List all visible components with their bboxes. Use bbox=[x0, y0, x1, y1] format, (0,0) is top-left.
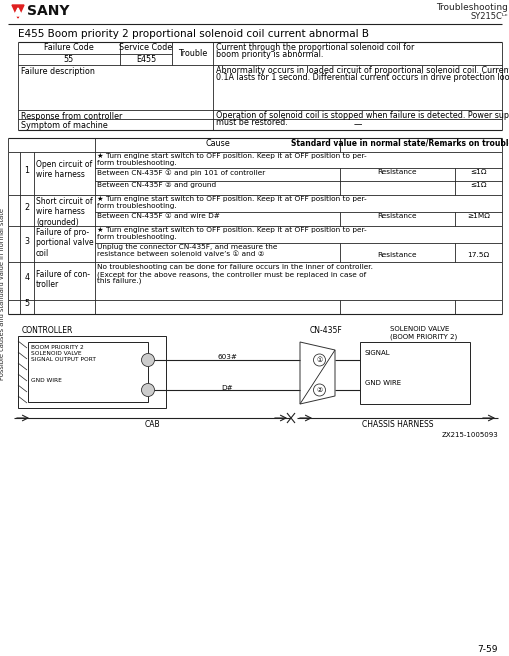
Text: resistance between solenoid valve’s ① and ②: resistance between solenoid valve’s ① an… bbox=[97, 251, 264, 257]
Text: Service Code: Service Code bbox=[119, 43, 172, 52]
Text: Between CN-435F ② and ground: Between CN-435F ② and ground bbox=[97, 182, 216, 188]
Text: ★ Turn engine start switch to OFF position. Keep it at OFF position to per-: ★ Turn engine start switch to OFF positi… bbox=[97, 153, 366, 159]
Text: No troubleshooting can be done for failure occurs in the inner of controller.: No troubleshooting can be done for failu… bbox=[97, 264, 372, 270]
Text: Failure description: Failure description bbox=[21, 67, 95, 76]
Text: ②: ② bbox=[316, 387, 322, 393]
Bar bbox=[359, 342, 469, 404]
Text: Operation of solenoid coil is stopped when failure is detected. Power supply: Operation of solenoid coil is stopped wh… bbox=[216, 111, 509, 120]
Text: 5: 5 bbox=[24, 300, 30, 308]
Text: 7-59: 7-59 bbox=[476, 645, 497, 654]
Text: CHASSIS HARNESS: CHASSIS HARNESS bbox=[361, 420, 433, 429]
Text: 17.5Ω: 17.5Ω bbox=[467, 252, 489, 258]
Text: BOOM PRIORITY 2
SOLENOID VALVE
SIGNAL OUTPUT PORT: BOOM PRIORITY 2 SOLENOID VALVE SIGNAL OU… bbox=[31, 345, 96, 361]
Text: this failure.): this failure.) bbox=[97, 278, 141, 285]
Text: E455 Boom priority 2 proportional solenoid coil current abnormal B: E455 Boom priority 2 proportional soleno… bbox=[18, 29, 369, 39]
Text: (BOOM PRIORITY 2): (BOOM PRIORITY 2) bbox=[389, 333, 457, 340]
Text: CONTROLLER: CONTROLLER bbox=[22, 326, 73, 335]
Text: Troubleshooting: Troubleshooting bbox=[435, 3, 507, 12]
Text: Between CN-435F ① and wire D#: Between CN-435F ① and wire D# bbox=[97, 213, 219, 219]
Text: Cause: Cause bbox=[205, 139, 230, 148]
Text: —: — bbox=[353, 120, 361, 129]
Text: ★ Turn engine start switch to OFF position. Keep it at OFF position to per-: ★ Turn engine start switch to OFF positi… bbox=[97, 196, 366, 202]
Polygon shape bbox=[14, 8, 22, 16]
Text: Between CN-435F ① and pin 101 of controller: Between CN-435F ① and pin 101 of control… bbox=[97, 169, 265, 176]
Text: ZX215-1005093: ZX215-1005093 bbox=[440, 432, 497, 438]
Text: E455: E455 bbox=[135, 55, 156, 64]
Text: Symptom of machine: Symptom of machine bbox=[21, 121, 107, 130]
Text: must be restored.: must be restored. bbox=[216, 118, 287, 127]
Text: 603#: 603# bbox=[217, 354, 237, 360]
Text: Standard value in normal state/Remarks on troubleshooting: Standard value in normal state/Remarks o… bbox=[290, 139, 509, 148]
Text: boom priority is abnormal.: boom priority is abnormal. bbox=[216, 50, 323, 59]
Text: Failure Code: Failure Code bbox=[44, 43, 94, 52]
Text: 3: 3 bbox=[24, 237, 30, 245]
Text: 1: 1 bbox=[24, 166, 30, 175]
Text: Trouble: Trouble bbox=[178, 49, 207, 58]
Text: Abnormality occurs in loaded circuit of proportional solenoid coil. Current abov: Abnormality occurs in loaded circuit of … bbox=[216, 66, 509, 75]
Circle shape bbox=[141, 354, 154, 367]
Text: SIGNAL: SIGNAL bbox=[364, 350, 390, 356]
Text: Open circuit of
wire harness: Open circuit of wire harness bbox=[36, 160, 92, 179]
Text: ≤1Ω: ≤1Ω bbox=[469, 169, 486, 175]
Text: D#: D# bbox=[221, 385, 233, 391]
Text: Current through the proportional solenoid coil for: Current through the proportional solenoi… bbox=[216, 43, 414, 52]
Text: SY215Cᴸᶜ: SY215Cᴸᶜ bbox=[469, 12, 507, 21]
Text: Failure of con-
troller: Failure of con- troller bbox=[36, 270, 90, 289]
Text: ≤1Ω: ≤1Ω bbox=[469, 182, 486, 188]
Text: 0.1A lasts for 1 second. Differential current occurs in drive protection loop.: 0.1A lasts for 1 second. Differential cu… bbox=[216, 73, 509, 82]
Text: ★ Turn engine start switch to OFF position. Keep it at OFF position to per-: ★ Turn engine start switch to OFF positi… bbox=[97, 227, 366, 233]
Text: 55: 55 bbox=[64, 55, 74, 64]
Text: 66: 66 bbox=[145, 388, 151, 392]
Text: SANY: SANY bbox=[27, 4, 69, 18]
Text: SOLENOID VALVE: SOLENOID VALVE bbox=[389, 326, 448, 332]
Bar bbox=[18, 336, 165, 408]
Text: Resistance: Resistance bbox=[377, 169, 416, 175]
Text: form troubleshooting.: form troubleshooting. bbox=[97, 234, 177, 240]
Text: 4: 4 bbox=[24, 274, 30, 283]
Text: Possible causes and standard value in normal state: Possible causes and standard value in no… bbox=[0, 208, 5, 380]
Text: Unplug the connector CN-435F, and measure the: Unplug the connector CN-435F, and measur… bbox=[97, 244, 277, 250]
Text: form troubleshooting.: form troubleshooting. bbox=[97, 160, 177, 166]
Circle shape bbox=[141, 384, 154, 396]
Text: CN-435F: CN-435F bbox=[309, 326, 342, 335]
Text: 2: 2 bbox=[24, 203, 30, 212]
Text: Failure of pro-
portional valve
coil: Failure of pro- portional valve coil bbox=[36, 228, 94, 258]
Text: 101: 101 bbox=[143, 358, 153, 363]
Text: Short circuit of
wire harness
(grounded): Short circuit of wire harness (grounded) bbox=[36, 197, 93, 227]
Text: GND WIRE: GND WIRE bbox=[364, 380, 401, 386]
Text: Resistance: Resistance bbox=[377, 252, 416, 258]
Text: (Except for the above reasons, the controller must be replaced in case of: (Except for the above reasons, the contr… bbox=[97, 271, 365, 277]
Bar bbox=[28, 342, 148, 402]
Text: ①: ① bbox=[316, 357, 322, 363]
Text: GND WIRE: GND WIRE bbox=[31, 378, 62, 383]
Polygon shape bbox=[12, 5, 24, 18]
Text: CAB: CAB bbox=[144, 420, 159, 429]
Text: form troubleshooting.: form troubleshooting. bbox=[97, 203, 177, 209]
Text: Resistance: Resistance bbox=[377, 213, 416, 219]
Text: ≥1MΩ: ≥1MΩ bbox=[466, 213, 489, 219]
Text: Response from controller: Response from controller bbox=[21, 112, 122, 121]
